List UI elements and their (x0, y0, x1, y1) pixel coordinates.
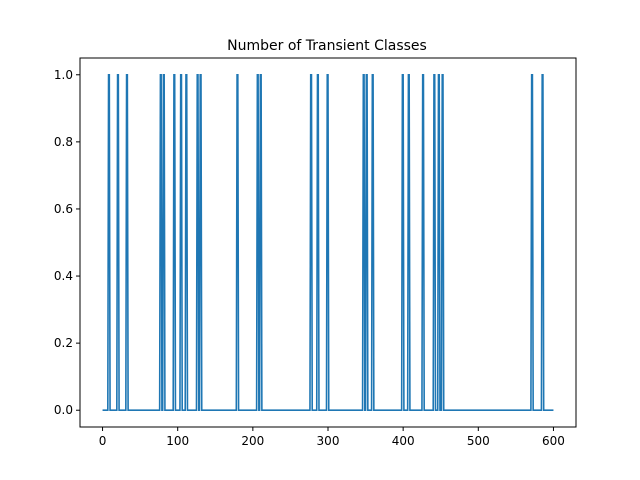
x-tick-label: 200 (241, 434, 264, 448)
x-tick-label: 0 (99, 434, 107, 448)
y-tick-label: 1.0 (54, 68, 73, 82)
series-group (102, 73, 554, 412)
chart-title: Number of Transient Classes (227, 38, 427, 54)
y-tick-label: 0.8 (54, 135, 73, 149)
x-tick-label: 100 (166, 434, 189, 448)
y-tick-label: 0.0 (54, 403, 73, 417)
y-tick-label: 0.2 (54, 336, 73, 350)
x-axis: 0 100 200 300 400 500 600 (99, 427, 565, 448)
x-tick-label: 300 (317, 434, 340, 448)
x-tick-label: 400 (392, 434, 415, 448)
series-line (102, 73, 554, 412)
y-axis: 0.0 0.2 0.4 0.6 0.8 1.0 (54, 68, 80, 417)
y-tick-label: 0.6 (54, 202, 73, 216)
x-tick-label: 500 (467, 434, 490, 448)
y-tick-label: 0.4 (54, 269, 73, 283)
x-tick-label: 600 (542, 434, 565, 448)
